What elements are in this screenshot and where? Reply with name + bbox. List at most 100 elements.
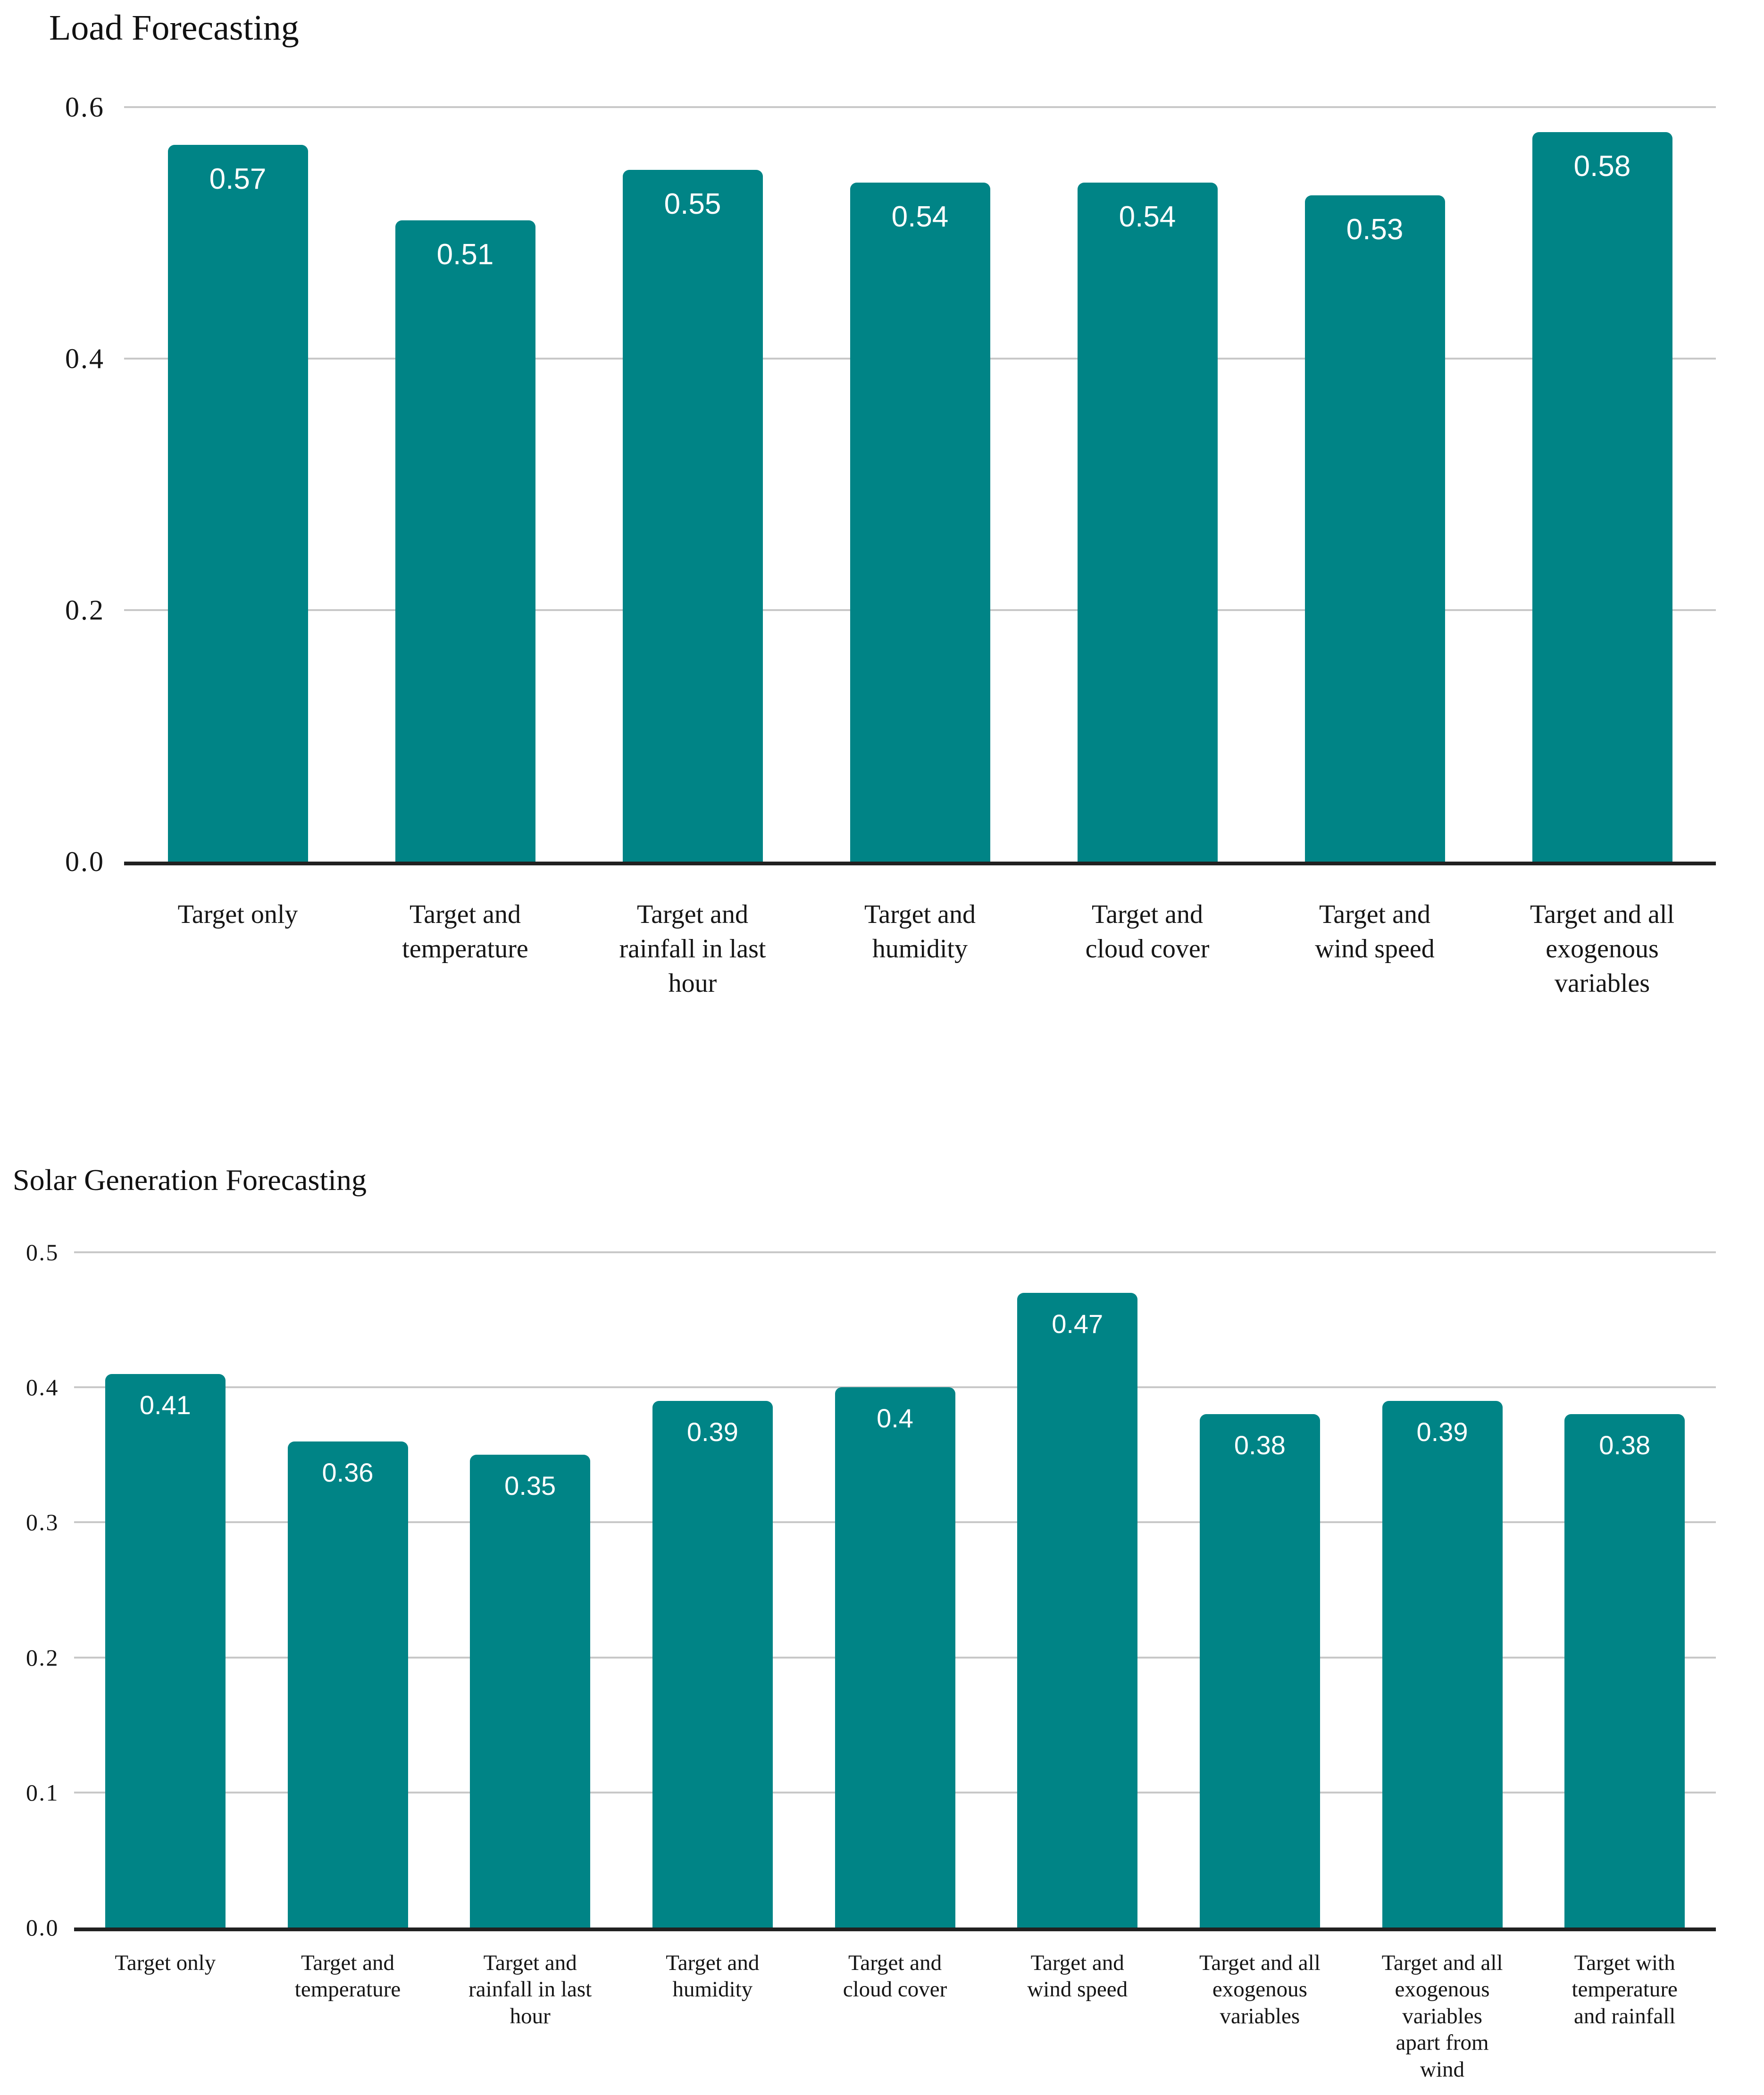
bar-slot: 0.36: [257, 1252, 439, 1927]
chart-title: Load Forecasting: [49, 8, 299, 48]
bar-value-label: 0.4: [877, 1403, 913, 1433]
bar-slot: 0.47: [986, 1252, 1169, 1927]
y-axis-tick-label: 0.6: [65, 92, 105, 123]
bars-row: 0.41 0.36 0.35 0.39 0.4 0.47 0.38 0.39 0.38: [74, 1252, 1716, 1927]
y-axis-tick-label: 0.5: [26, 1239, 59, 1265]
category-label-text: Target only: [115, 1951, 216, 1975]
category-label: Target and all exogenous variables: [1488, 897, 1716, 1000]
bar-value-label: 0.41: [139, 1390, 191, 1420]
y-axis: 0.6 0.4 0.2 0.0: [0, 93, 105, 876]
bar: 0.41: [105, 1374, 226, 1927]
bar-value-label: 0.39: [686, 1416, 738, 1447]
category-label: Target and temperature: [257, 1950, 439, 2083]
bar: 0.39: [1382, 1400, 1503, 1927]
category-label: Target and temperature: [351, 897, 579, 1000]
category-label: Target and wind speed: [1261, 897, 1488, 1000]
bar: 0.54: [850, 182, 990, 862]
bar: 0.39: [652, 1400, 773, 1927]
plot-area: 0.57 0.51 0.55 0.54 0.54 0.53 0.58: [124, 106, 1716, 865]
bar-slot: 0.58: [1488, 107, 1716, 862]
x-axis-labels: Target only Target and temperature Target …: [124, 897, 1716, 1000]
y-axis-tick-label: 0.1: [26, 1779, 59, 1806]
category-label-text: Target and cloud cover: [1085, 900, 1210, 964]
category-label: Target and rainfall in last hour: [579, 897, 806, 1000]
y-axis: 0.5 0.4 0.3 0.2 0.1 0.0: [0, 1240, 59, 1939]
bar-value-label: 0.54: [1119, 200, 1176, 233]
bar-slot: 0.53: [1261, 107, 1488, 862]
category-label: Target and all exogenous variables apart…: [1351, 1950, 1534, 2083]
category-label: Target and humidity: [621, 1950, 804, 2083]
category-label-text: Target and rainfall in last hour: [468, 1951, 592, 2028]
bar-slot: 0.38: [1169, 1252, 1351, 1927]
bar: 0.54: [1077, 182, 1218, 862]
bar-slot: 0.54: [806, 107, 1034, 862]
bars-row: 0.57 0.51 0.55 0.54 0.54 0.53 0.58: [124, 107, 1716, 862]
category-label-text: Target and wind speed: [1027, 1951, 1128, 2002]
bar-value-label: 0.38: [1599, 1430, 1651, 1460]
y-axis-tick-label: 0.2: [65, 594, 105, 626]
y-axis-tick-label: 0.0: [65, 846, 105, 877]
bar-value-label: 0.53: [1346, 213, 1404, 246]
plot-area: 0.41 0.36 0.35 0.39 0.4 0.47 0.38 0.39 0.38: [74, 1251, 1716, 1931]
bar: 0.57: [167, 144, 308, 862]
category-label-text: Target and rainfall in last hour: [619, 900, 766, 998]
bar-slot: 0.41: [74, 1252, 257, 1927]
y-axis-tick-label: 0.2: [26, 1644, 59, 1671]
bar-slot: 0.55: [579, 107, 806, 862]
bar-slot: 0.4: [804, 1252, 987, 1927]
gridline: [74, 1251, 1716, 1253]
category-label-text: Target and all exogenous variables: [1199, 1951, 1321, 2028]
category-label-text: Target and all exogenous variables: [1530, 900, 1675, 998]
category-label-text: Target only: [177, 900, 298, 929]
bar: 0.55: [622, 170, 763, 862]
bar-slot: 0.39: [1351, 1252, 1534, 1927]
category-label: Target and humidity: [806, 897, 1034, 1000]
bar: 0.53: [1304, 195, 1445, 862]
bar-value-label: 0.39: [1416, 1416, 1468, 1447]
bar-value-label: 0.35: [504, 1471, 556, 1501]
category-label-text: Target and cloud cover: [843, 1951, 947, 2002]
category-label: Target and cloud cover: [1034, 897, 1261, 1000]
solar-generation-forecasting-chart: Solar Generation Forecasting 0.5 0.4 0.3 0.…: [0, 1151, 1764, 2095]
category-label-text: Target and wind speed: [1315, 900, 1435, 964]
bar-value-label: 0.38: [1234, 1430, 1286, 1460]
category-label-text: Target with temperature and rainfall: [1572, 1951, 1678, 2028]
category-label: Target only: [74, 1950, 257, 2083]
bar-value-label: 0.51: [436, 238, 494, 271]
bar: 0.58: [1532, 132, 1672, 862]
bar-value-label: 0.58: [1573, 150, 1631, 183]
bar-value-label: 0.57: [209, 162, 267, 195]
chart-title: Solar Generation Forecasting: [13, 1163, 367, 1197]
bar: 0.47: [1017, 1292, 1138, 1927]
y-axis-tick-label: 0.3: [26, 1509, 59, 1536]
bar-value-label: 0.55: [664, 188, 721, 221]
y-axis-tick-label: 0.4: [65, 343, 105, 374]
bar: 0.38: [1564, 1414, 1685, 1927]
category-label-text: Target and temperature: [402, 900, 528, 964]
y-axis-tick-label: 0.0: [26, 1914, 59, 1941]
category-label-text: Target and humidity: [666, 1951, 760, 2002]
bar-slot: 0.39: [621, 1252, 804, 1927]
load-forecasting-chart: Load Forecasting 0.6 0.4 0.2 0.0 0.57 0.51 0.…: [0, 8, 1716, 1000]
gridline: [124, 106, 1716, 108]
bar-slot: 0.57: [124, 107, 351, 862]
bar-slot: 0.35: [439, 1252, 621, 1927]
y-axis-tick-label: 0.4: [26, 1374, 59, 1401]
category-label-text: Target and humidity: [864, 900, 976, 964]
gridline: [74, 1386, 1716, 1389]
bar: 0.51: [395, 220, 535, 862]
bar-value-label: 0.47: [1052, 1308, 1104, 1339]
bar: 0.38: [1199, 1414, 1320, 1927]
category-label-text: Target and all exogenous variables apart…: [1381, 1951, 1503, 2082]
bar-value-label: 0.36: [322, 1457, 374, 1487]
bar-slot: 0.51: [351, 107, 579, 862]
bar: 0.35: [470, 1455, 591, 1927]
bar: 0.36: [287, 1441, 408, 1927]
category-label: Target and cloud cover: [804, 1950, 987, 2083]
category-label: Target only: [124, 897, 351, 1000]
category-label-text: Target and temperature: [294, 1951, 401, 2002]
category-label: Target and wind speed: [986, 1950, 1169, 2083]
category-label: Target and all exogenous variables: [1169, 1950, 1351, 2083]
x-axis-labels: Target only Target and temperature Target …: [74, 1950, 1716, 2083]
bar-value-label: 0.54: [891, 200, 949, 233]
